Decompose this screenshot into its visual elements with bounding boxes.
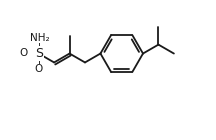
- Text: O: O: [35, 64, 43, 74]
- Text: NH₂: NH₂: [30, 33, 49, 43]
- Text: O: O: [20, 48, 28, 58]
- Text: S: S: [35, 47, 43, 60]
